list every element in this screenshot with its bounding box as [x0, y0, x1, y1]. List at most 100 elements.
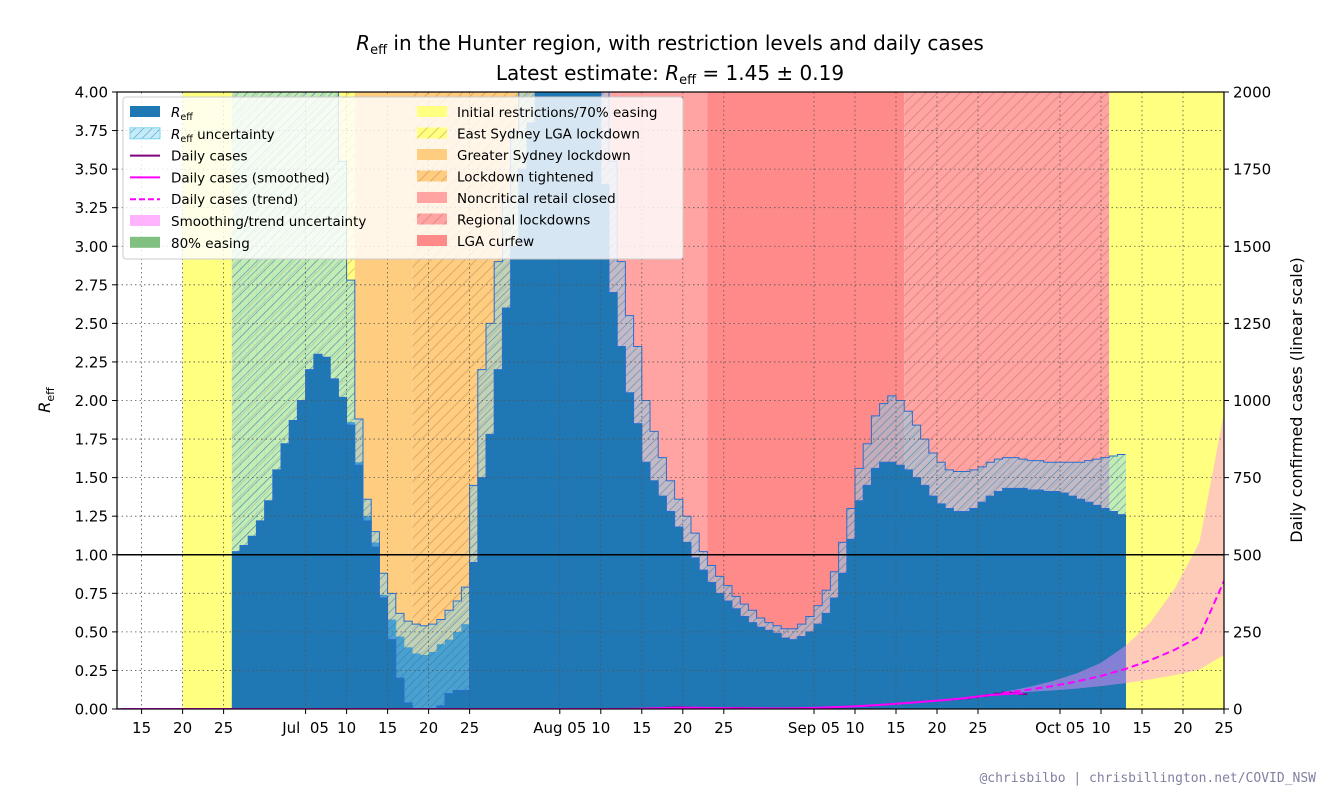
reff-uncertainty-bar [1010, 457, 1020, 489]
x-tick-label: 15 [132, 719, 151, 737]
reff-bar [609, 292, 618, 709]
reff-uncertainty-bar [272, 92, 282, 470]
left-tick-label: 3.75 [75, 122, 108, 140]
legend-label-text: uncertainty [193, 127, 275, 143]
legend-label: Daily cases [171, 149, 248, 165]
reff-uncertainty-bar [231, 92, 241, 552]
x-tick-label: 20 [673, 719, 692, 737]
reff-bar [641, 462, 651, 709]
reff-bar [773, 633, 782, 709]
chart-title: Reff in the Hunter region, with restrict… [356, 31, 984, 58]
reff-bar [846, 539, 856, 709]
reff-bar [904, 469, 913, 709]
reff-uncertainty-bar [748, 610, 757, 623]
reff-bar [797, 636, 807, 709]
left-tick-label: 2.25 [75, 353, 108, 371]
x-tick-label: 25 [214, 719, 233, 737]
x-tick-label: 20 [927, 719, 946, 737]
x-tick-label: 10 [1091, 719, 1110, 737]
reff-uncertainty-bar [740, 604, 749, 617]
reff-uncertainty-bar [650, 431, 659, 481]
legend-label-text: Daily cases (trend) [171, 192, 298, 208]
left-tick-label: 0.00 [75, 701, 108, 719]
reff-uncertainty-bar [871, 415, 880, 469]
reff-uncertainty-bar [420, 625, 429, 709]
left-tick-label: 1.00 [75, 546, 108, 564]
legend-label: Reff [171, 105, 193, 123]
reff-bar [961, 511, 971, 709]
x-tick-label: 15 [1132, 719, 1151, 737]
reff-bar [559, 92, 569, 709]
reff-uncertainty-bar [830, 571, 839, 598]
reff-uncertainty-bar [928, 452, 938, 497]
reff-uncertainty-bar [764, 622, 774, 631]
reff-uncertainty-bar [1101, 457, 1110, 509]
legend-swatch [417, 192, 447, 203]
reff-uncertainty-bar [863, 443, 872, 486]
reff-uncertainty-bar [666, 480, 675, 512]
reff-uncertainty-bar [1060, 462, 1069, 494]
reff-upper-edge [231, 92, 1126, 630]
reff-bar [502, 307, 511, 709]
reff-uncertainty-bar [248, 92, 257, 537]
reff-uncertainty-bar [461, 587, 470, 691]
reff-bar [256, 520, 265, 709]
reff-bar [937, 503, 946, 709]
right-axis: 0 250 500 750 1000 1250 1500 1750 2000 [1224, 84, 1271, 719]
x-tick-label: Sep 05 [788, 719, 840, 737]
legend-label-text: Daily cases (smoothed) [171, 170, 330, 186]
reff-uncertainty-bar [395, 613, 405, 679]
reff-uncertainty-bar [256, 92, 265, 521]
reff-uncertainty-bar [617, 261, 626, 347]
reff-bar [1109, 511, 1118, 709]
legend-swatch [129, 127, 161, 140]
x-tick-label: 10 [845, 719, 864, 737]
x-axis: 15 20 25 Jul 05 10 15 20 25 Aug 05 10 15 20 25 Sep 05… [132, 709, 1234, 737]
reff-uncertainty-bar [453, 601, 462, 691]
reff-bar [781, 638, 790, 709]
legend-label: Initial restrictions/70% easing [457, 105, 657, 121]
reff-bar [1101, 508, 1110, 709]
reff-uncertainty-bar [781, 628, 790, 639]
reff-uncertainty-bar [240, 92, 249, 546]
smoothed-cases-line [121, 692, 1024, 709]
reff-bar [912, 477, 921, 709]
reff-bar [330, 378, 339, 709]
reff-uncertainty-bar [477, 369, 487, 478]
reff-uncertainty-bar [1092, 459, 1102, 506]
reff-bar [855, 500, 864, 709]
reff-uncertainty-bar [445, 610, 454, 694]
legend-label: Greater Sydney lockdown [457, 148, 631, 164]
reff-uncertainty-bar [838, 542, 848, 574]
trend-cases-line [1002, 580, 1224, 694]
reff-bar [363, 516, 372, 709]
reff-bar [617, 346, 626, 709]
left-tick-label: 2.75 [75, 276, 108, 294]
reff-bar [1019, 488, 1028, 709]
legend-swatch [130, 215, 160, 226]
reff-uncertainty-bar [896, 400, 905, 466]
reff-uncertainty-bar [428, 624, 438, 709]
reff-uncertainty-bar [346, 280, 356, 426]
reff-bar [264, 500, 274, 709]
reff-bar [830, 597, 839, 709]
left-tick-label: 3.00 [75, 238, 108, 256]
reff-bar [822, 613, 831, 709]
left-tick-label: 4.00 [75, 84, 108, 102]
legend-swatch [130, 106, 160, 117]
reff-uncertainty-bar [723, 585, 733, 602]
reff-bar [699, 570, 708, 709]
x-tick-label: 15 [378, 719, 397, 737]
reff-bar [1076, 499, 1085, 709]
reff-uncertainty-bar [1084, 460, 1094, 503]
left-tick-label: 2.50 [75, 315, 108, 333]
reff-bar [715, 593, 725, 709]
reff-uncertainty-bar [1035, 460, 1044, 490]
legend-label: East Sydney LGA lockdown [457, 127, 640, 143]
reff-uncertainty-bar [920, 439, 930, 486]
legend-swatch-hatch [417, 127, 447, 139]
left-tick-label: 1.50 [75, 469, 108, 487]
reff-uncertainty-bar [404, 621, 413, 703]
reff-bar [863, 485, 872, 709]
